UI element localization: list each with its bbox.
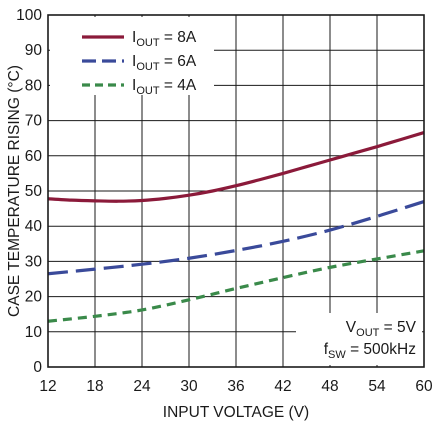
series-line-2 [47, 200, 425, 276]
x-tick-24: 24 [133, 378, 151, 395]
x-tick-54: 54 [368, 378, 386, 395]
y-tick-20: 20 [25, 289, 43, 306]
condition-1: VOUT = 5V [346, 319, 417, 339]
legend-label-2: IOUT = 6A [132, 53, 197, 73]
y-axis-label: CASE TEMPERATURE RISING (°C) [6, 65, 23, 317]
x-tick-12: 12 [39, 378, 56, 395]
y-tick-10: 10 [25, 324, 43, 341]
x-axis-label: INPUT VOLTAGE (V) [163, 404, 309, 421]
legend-box [50, 17, 214, 95]
x-tick-60: 60 [415, 378, 433, 395]
x-tick-18: 18 [86, 378, 103, 395]
legend: IOUT = 8A IOUT = 6A IOUT = 4A [82, 29, 197, 97]
series-line-3 [47, 249, 425, 323]
y-tick-60: 60 [25, 148, 43, 165]
conditions-box [296, 313, 422, 365]
legend-label-1: IOUT = 8A [132, 29, 197, 49]
grid-lines [48, 15, 424, 367]
legend-label-3: IOUT = 4A [132, 77, 197, 97]
tick-labels: 12 18 24 30 36 42 48 54 60 0 10 20 30 40 50 60 70 80 90 100 [16, 7, 433, 395]
y-tick-30: 30 [25, 253, 43, 270]
y-tick-40: 40 [25, 218, 43, 235]
x-tick-48: 48 [321, 378, 338, 395]
series-line-1 [47, 131, 425, 203]
series-layer [47, 131, 425, 323]
condition-2: fSW = 500kHz [324, 341, 416, 361]
y-tick-100: 100 [16, 7, 42, 24]
x-tick-42: 42 [274, 378, 291, 395]
y-tick-90: 90 [25, 42, 43, 59]
x-tick-36: 36 [227, 378, 244, 395]
y-tick-0: 0 [33, 359, 42, 376]
x-tick-30: 30 [180, 378, 198, 395]
y-tick-80: 80 [25, 77, 43, 94]
plot-frame [47, 14, 425, 368]
y-tick-50: 50 [25, 183, 43, 200]
y-tick-70: 70 [25, 113, 43, 130]
